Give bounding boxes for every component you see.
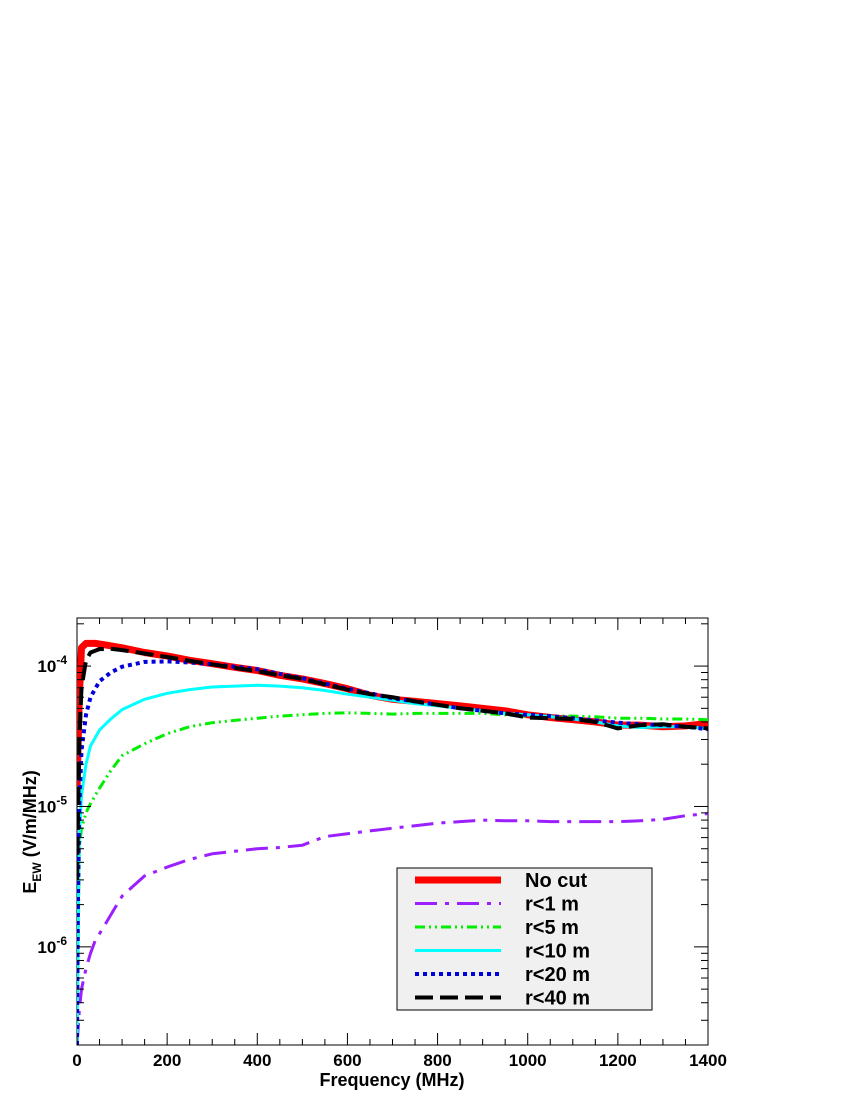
y-tick-label-exp: -5 (56, 793, 67, 807)
legend-label-1: r<1 m (525, 894, 579, 916)
x-tick-label: 1400 (689, 1051, 727, 1070)
legend-label-0: No cut (525, 870, 588, 892)
y-tick-label-exp: -4 (56, 653, 67, 667)
y-axis-title-sub: EW (30, 862, 44, 882)
legend-label-5: r<40 m (525, 988, 590, 1010)
y-tick-label: 10-4 (37, 653, 67, 676)
legend-label-3: r<10 m (525, 941, 590, 963)
x-axis-title: Frequency (MHz) (319, 1070, 464, 1090)
y-axis-title-main: E (20, 882, 40, 894)
y-tick-label-base: 10 (37, 938, 56, 957)
legend-label-2: r<5 m (525, 917, 579, 939)
x-tick-label: 800 (423, 1051, 451, 1070)
series-line-0 (77, 639, 708, 794)
y-axis-title: EEW (V/m/MHz) (20, 770, 44, 893)
series-line-1 (77, 812, 708, 1045)
y-tick-label: 10-5 (37, 793, 67, 816)
x-tick-label: 1000 (509, 1051, 547, 1070)
legend-box (396, 867, 653, 1011)
legend-label-4: r<20 m (525, 964, 590, 986)
x-axis: 0 200 400 600 800 1000 1200 1400 (72, 618, 727, 1070)
series-line-5 (77, 646, 708, 880)
series-line-2 (77, 711, 708, 1045)
y-tick-label-base: 10 (37, 657, 56, 676)
y-tick-label-base: 10 (37, 797, 56, 816)
x-tick-label: 400 (243, 1051, 271, 1070)
x-tick-label: 600 (333, 1051, 361, 1070)
y-axis: 10-610-510-4 (37, 623, 708, 1046)
y-tick-label-exp: -6 (56, 934, 67, 948)
y-axis-title-unit: (V/m/MHz) (20, 770, 40, 862)
series-layer (77, 639, 708, 1045)
y-tick-label: 10-6 (37, 934, 67, 957)
x-tick-label: 200 (153, 1051, 181, 1070)
x-tick-label: 0 (72, 1051, 81, 1070)
x-tick-label: 1200 (599, 1051, 637, 1070)
